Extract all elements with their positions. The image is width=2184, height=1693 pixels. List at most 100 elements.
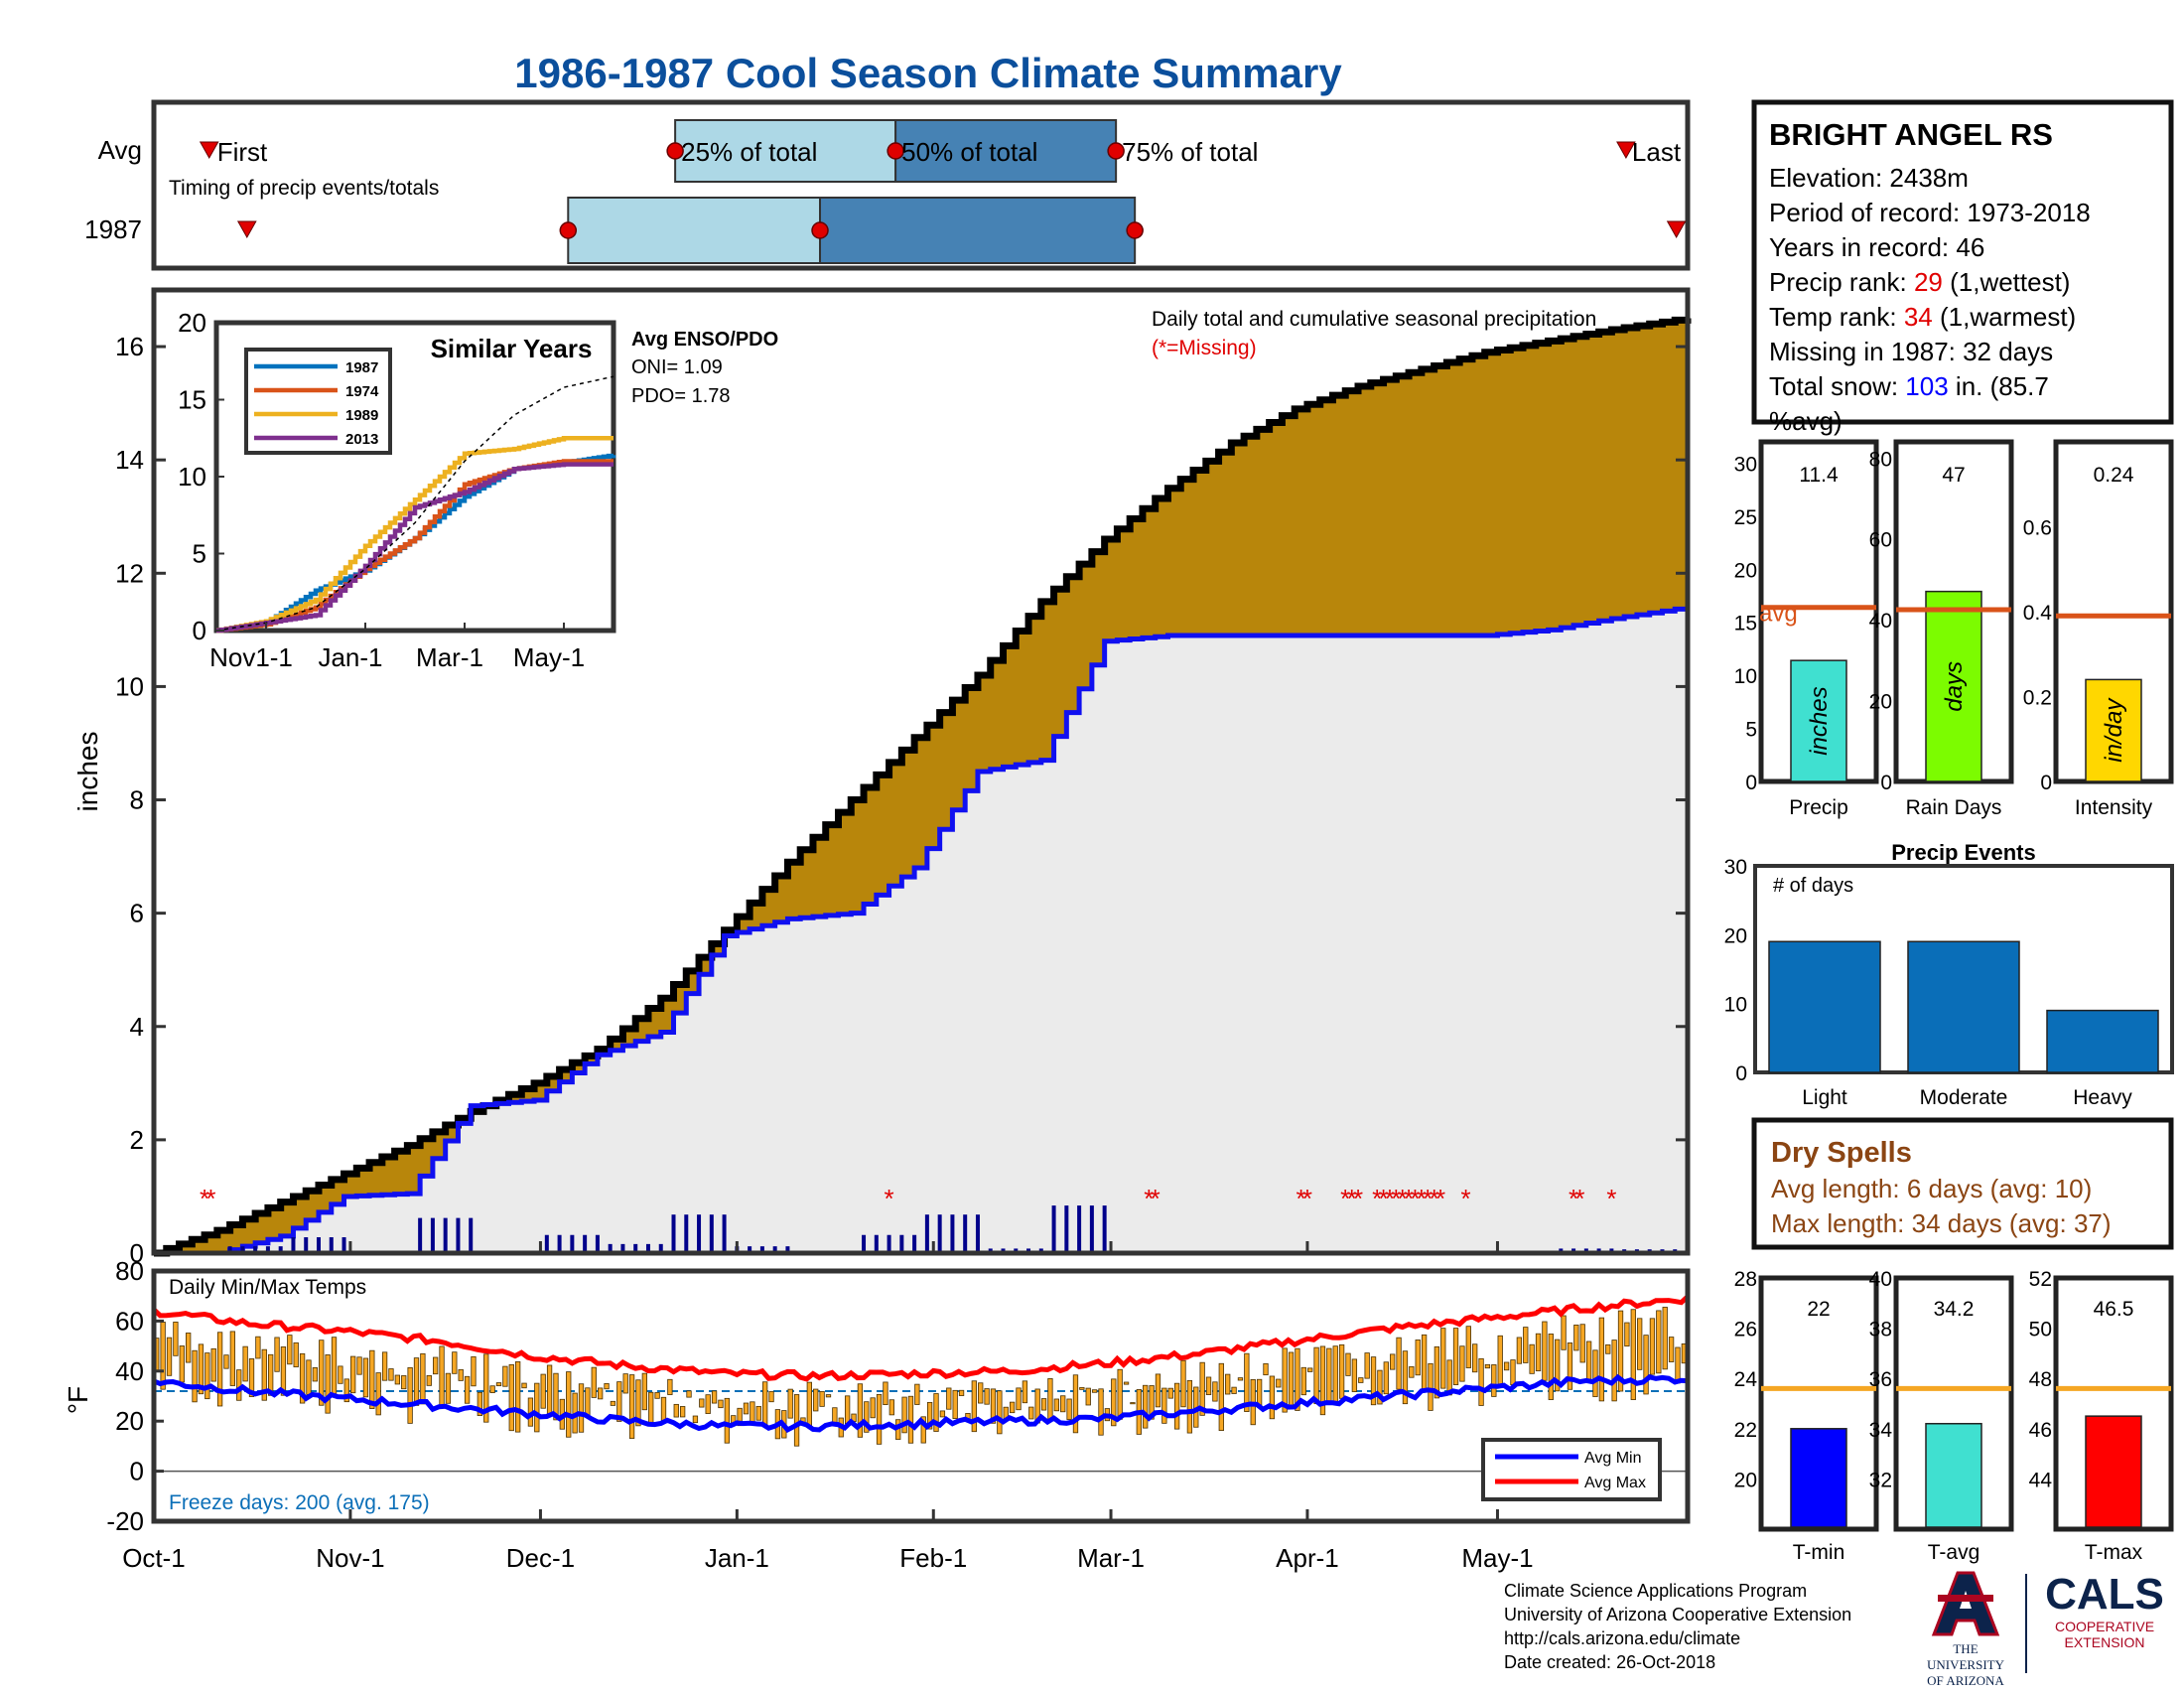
daily-precip-bar bbox=[253, 1246, 258, 1253]
temps-ylabel: °F bbox=[63, 1386, 93, 1414]
missing-marker: * bbox=[1151, 1184, 1160, 1213]
events-bars: Light Moderate Heavy 0 10 20 30 bbox=[1724, 856, 2159, 1109]
daily-temp-bar bbox=[1402, 1350, 1409, 1405]
precip-rank-value: 29 bbox=[1914, 267, 1943, 297]
daily-temp-bar bbox=[660, 1396, 667, 1422]
daily-precip-bar bbox=[595, 1234, 600, 1253]
daily-precip-bar bbox=[291, 1237, 296, 1253]
daily-temp-bar bbox=[1022, 1380, 1028, 1404]
ua-line-2: OF ARIZONA bbox=[1927, 1673, 2004, 1688]
summary-bar-intensity bbox=[2085, 678, 2142, 782]
daily-precip-bar bbox=[785, 1246, 790, 1253]
daily-temp-bar bbox=[654, 1392, 660, 1399]
daily-temp-bar bbox=[1510, 1359, 1516, 1386]
freeze-days: Freeze days: 200 (avg. 175) bbox=[169, 1491, 430, 1514]
daily-temp-bar bbox=[1091, 1389, 1098, 1393]
daily-temp-bar bbox=[1263, 1362, 1269, 1376]
daily-temp-bar bbox=[883, 1381, 888, 1406]
daily-temp-bar bbox=[1377, 1369, 1383, 1405]
daily-temp-bar bbox=[388, 1368, 394, 1381]
summary-tick-label: 20 bbox=[1869, 691, 1892, 714]
station-name: BRIGHT ANGEL RS bbox=[1769, 117, 2053, 152]
daily-temp-bar bbox=[274, 1337, 280, 1372]
summary-tick-label: 0 bbox=[1745, 772, 1757, 794]
daily-precip-bar bbox=[544, 1234, 549, 1253]
daily-temp-bar bbox=[1072, 1374, 1079, 1434]
missing-marker: * bbox=[1398, 1184, 1408, 1213]
daily-temp-bar bbox=[236, 1369, 242, 1401]
daily-temp-bar bbox=[1225, 1373, 1231, 1395]
daily-temp-bar bbox=[1047, 1378, 1053, 1421]
timing-pct-label-1: 25% of total bbox=[681, 137, 817, 167]
daily-temp-bar bbox=[1523, 1327, 1529, 1363]
temp-tick-label: 26 bbox=[1734, 1319, 1757, 1341]
inset-x-tick-label: Nov1-1 bbox=[209, 642, 293, 672]
daily-temp-bar bbox=[489, 1385, 495, 1393]
daily-precip-bar bbox=[709, 1214, 714, 1253]
timing-last-marker-1987 bbox=[1666, 220, 1687, 239]
inset-y-tick-label: 20 bbox=[178, 308, 206, 338]
daily-temp-bar bbox=[483, 1353, 489, 1423]
summary-tick-label: 25 bbox=[1734, 506, 1757, 529]
missing-marker: * bbox=[1569, 1184, 1578, 1213]
daily-temp-bar bbox=[495, 1382, 502, 1387]
daily-temp-bar bbox=[1529, 1343, 1535, 1374]
oni-label: ONI= 1.09 bbox=[631, 356, 723, 378]
daily-temp-bar bbox=[724, 1397, 730, 1444]
main-y-tick-label: 4 bbox=[130, 1012, 144, 1042]
timing-dot-1987-2 bbox=[1126, 221, 1144, 239]
daily-temp-bar bbox=[1111, 1378, 1117, 1427]
summary-tick-label: 0 bbox=[1880, 772, 1892, 794]
page-title: 1986-1987 Cool Season Climate Summary bbox=[514, 50, 1342, 96]
daily-precip-bar bbox=[469, 1217, 474, 1253]
missing-marker: * bbox=[1404, 1184, 1414, 1213]
precip-rank-prefix: Precip rank: bbox=[1769, 267, 1914, 297]
daily-temp-bar bbox=[914, 1383, 920, 1405]
summary-xlabel-0: Precip bbox=[1789, 796, 1848, 819]
daily-temp-bar bbox=[806, 1381, 812, 1427]
daily-temp-bar bbox=[458, 1368, 464, 1381]
daily-temp-bar bbox=[1231, 1386, 1237, 1394]
daily-temp-bar bbox=[585, 1387, 591, 1417]
temps-panel: -20 0 20 40 60 80 Daily Min/Max Temps °F Free… bbox=[63, 1256, 1691, 1536]
daily-temp-bar bbox=[1585, 1340, 1592, 1381]
daily-temp-bar bbox=[1079, 1387, 1085, 1390]
temps-y-tick-label: 80 bbox=[115, 1256, 144, 1286]
daily-precip-bar bbox=[418, 1217, 423, 1253]
footer-line-4: Date created: 26-Oct-2018 bbox=[1504, 1652, 1716, 1672]
daily-precip-bar bbox=[570, 1234, 575, 1253]
daily-temp-bar bbox=[1472, 1343, 1478, 1373]
timing-row-avg: Avg bbox=[98, 135, 142, 165]
timing-first-label: First bbox=[217, 137, 268, 167]
temps-legend-box bbox=[1481, 1438, 1662, 1501]
timing-dot-avg-0 bbox=[666, 142, 684, 160]
daily-temp-bar bbox=[1383, 1361, 1389, 1395]
main-areas bbox=[154, 316, 1692, 1257]
daily-temp-bar bbox=[1611, 1340, 1617, 1402]
daily-temp-bar bbox=[1516, 1337, 1523, 1364]
daily-temp-bar bbox=[1338, 1343, 1345, 1399]
missing-marker: * bbox=[1144, 1184, 1154, 1213]
daily-temp-bar bbox=[1066, 1398, 1072, 1420]
daily-temp-bar bbox=[413, 1357, 420, 1406]
daily-temp-bar bbox=[673, 1403, 679, 1418]
station-period: Period of record: 1973-2018 bbox=[1769, 198, 2091, 227]
snow-value: 103 bbox=[1905, 371, 1948, 401]
daily-temp-bar bbox=[635, 1379, 641, 1427]
daily-temp-bar bbox=[743, 1402, 750, 1415]
daily-temp-bar bbox=[369, 1349, 375, 1409]
daily-precip-bar bbox=[874, 1234, 879, 1253]
daily-temp-bar bbox=[1567, 1342, 1573, 1390]
daily-temp-bar bbox=[1662, 1307, 1668, 1370]
daily-temp-bar bbox=[229, 1331, 236, 1386]
avg-min-line bbox=[153, 1373, 1689, 1434]
daily-temp-bar bbox=[1345, 1352, 1351, 1376]
daily-temp-bar bbox=[598, 1387, 604, 1400]
daily-temp-bar bbox=[471, 1355, 477, 1387]
daily-precip-bar bbox=[1077, 1205, 1082, 1253]
daily-temp-bar bbox=[1173, 1382, 1180, 1430]
daily-temp-bar bbox=[1452, 1328, 1459, 1385]
similar-years-inset: 0 5 10 15 20 Nov1-1 Jan-1 Mar-1 May-1 Similar Ye… bbox=[178, 308, 778, 672]
